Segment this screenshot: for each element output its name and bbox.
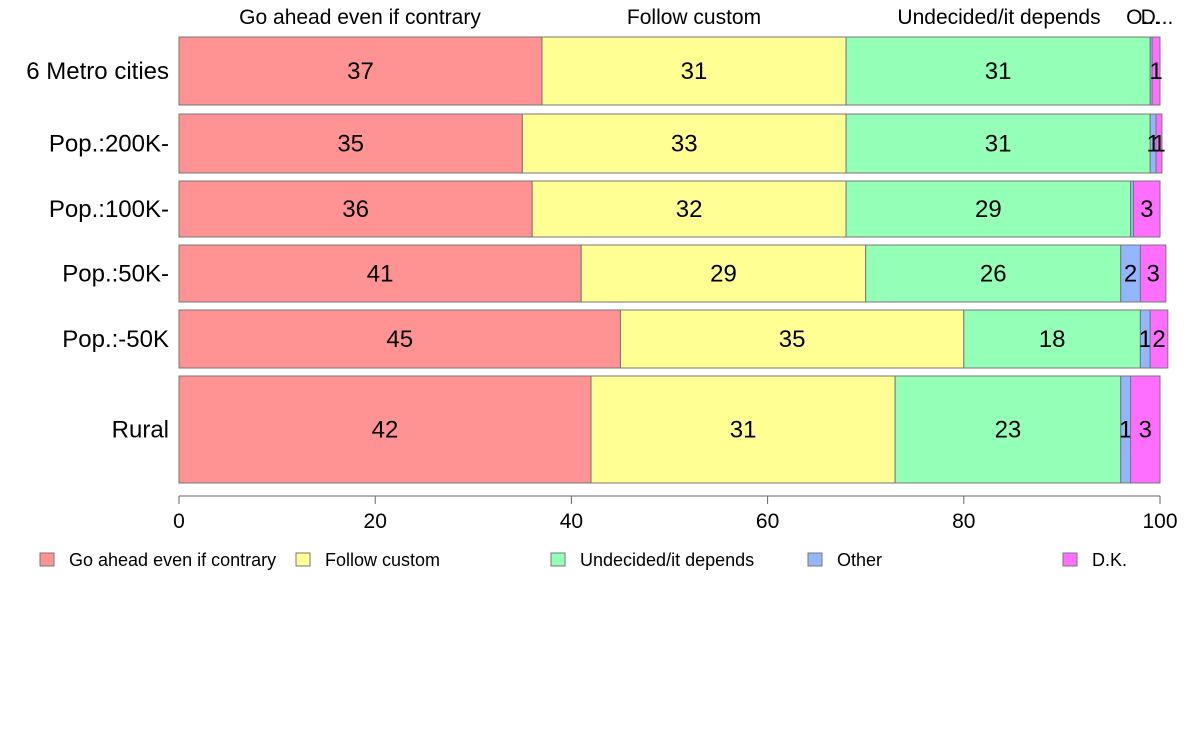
data-label: 26 — [980, 261, 1007, 288]
legend-label-follow-custom: Follow custom — [325, 550, 440, 570]
legend-swatch-follow-custom — [295, 552, 311, 567]
bar-segment-follow-custom — [531, 180, 847, 238]
x-tick-label: 20 — [364, 510, 387, 533]
x-tick-label: 0 — [173, 510, 185, 533]
data-label: 33 — [671, 131, 698, 158]
bar-segment-follow-custom — [521, 113, 847, 174]
data-label: 41 — [367, 261, 394, 288]
data-label: 32 — [676, 196, 703, 223]
column-header-1: Go ahead even if contrary — [239, 6, 481, 29]
bar-segment-undecided-it-depends — [845, 180, 1132, 238]
bar-segment-undecided-it-depends — [865, 244, 1122, 303]
category-label: Pop.:-50K — [62, 326, 169, 353]
bar-segment-go-ahead-even-if-contrary — [178, 244, 582, 303]
data-label: 1 — [1149, 58, 1162, 85]
bar-segment-follow-custom — [619, 309, 965, 369]
data-label: 3 — [1139, 417, 1152, 444]
bar-segment-d-k — [1151, 36, 1161, 106]
legend-label-go-ahead-even-if-contrary: Go ahead even if contrary — [69, 550, 276, 570]
data-label: 3 — [1140, 196, 1153, 223]
category-label: Pop.:200K- — [49, 131, 169, 158]
x-tick-label: 80 — [952, 510, 975, 533]
data-label: 23 — [995, 417, 1022, 444]
bar-segment-d-k — [1133, 180, 1161, 238]
data-label: 29 — [975, 196, 1002, 223]
column-header-5: D... — [1141, 6, 1174, 29]
x-tick-label: 100 — [1142, 510, 1177, 533]
bar-segment-undecided-it-depends — [845, 113, 1151, 174]
bar-segment-go-ahead-even-if-contrary — [178, 375, 592, 484]
data-label: 1 — [1152, 131, 1165, 158]
data-label: 31 — [681, 58, 708, 85]
data-label: 37 — [347, 58, 374, 85]
bar-segment-go-ahead-even-if-contrary — [178, 113, 523, 174]
legend-label-undecided-it-depends: Undecided/it depends — [580, 550, 754, 570]
bar-segment-d-k — [1130, 375, 1161, 484]
column-header-4: O... — [1126, 6, 1160, 29]
bar-segment-go-ahead-even-if-contrary — [178, 309, 621, 369]
legend-swatch-go-ahead-even-if-contrary — [39, 552, 55, 567]
legend-label-other: Other — [837, 550, 882, 570]
legend-swatch-other — [807, 552, 823, 567]
category-label: Rural — [112, 417, 169, 444]
legend-swatch-d-k — [1062, 552, 1078, 567]
bar-segment-follow-custom — [580, 244, 867, 303]
category-label: Pop.:100K- — [49, 196, 169, 223]
data-label: 2 — [1124, 261, 1137, 288]
bar-segment-d-k — [1155, 113, 1163, 174]
data-label: 45 — [386, 326, 413, 353]
category-label: Pop.:50K- — [62, 261, 169, 288]
legend-label-d-k: D.K. — [1092, 550, 1127, 570]
data-label: 36 — [342, 196, 369, 223]
data-label: 2 — [1152, 326, 1165, 353]
bar-segment-d-k — [1139, 244, 1167, 303]
bar-segment-follow-custom — [590, 375, 896, 484]
data-label: 31 — [985, 131, 1012, 158]
data-label: 18 — [1039, 326, 1066, 353]
category-label: 6 Metro cities — [26, 58, 169, 85]
data-label: 31 — [730, 417, 757, 444]
data-label: 3 — [1146, 261, 1159, 288]
bar-segment-follow-custom — [541, 36, 847, 106]
data-label: 35 — [779, 326, 806, 353]
data-label: 35 — [337, 131, 364, 158]
x-tick-label: 60 — [756, 510, 779, 533]
data-label: 1 — [1119, 417, 1132, 444]
x-tick-label: 40 — [560, 510, 583, 533]
data-label: 31 — [985, 58, 1012, 85]
data-label: 1 — [1139, 326, 1152, 353]
bar-segment-go-ahead-even-if-contrary — [178, 180, 533, 238]
data-label: 42 — [372, 417, 399, 444]
column-header-3: Undecided/it depends — [897, 6, 1100, 29]
bar-segment-undecided-it-depends — [894, 375, 1122, 484]
bar-segment-d-k — [1149, 309, 1169, 369]
legend-swatch-undecided-it-depends — [550, 552, 566, 567]
column-header-2: Follow custom — [627, 6, 761, 29]
data-label: 29 — [710, 261, 737, 288]
